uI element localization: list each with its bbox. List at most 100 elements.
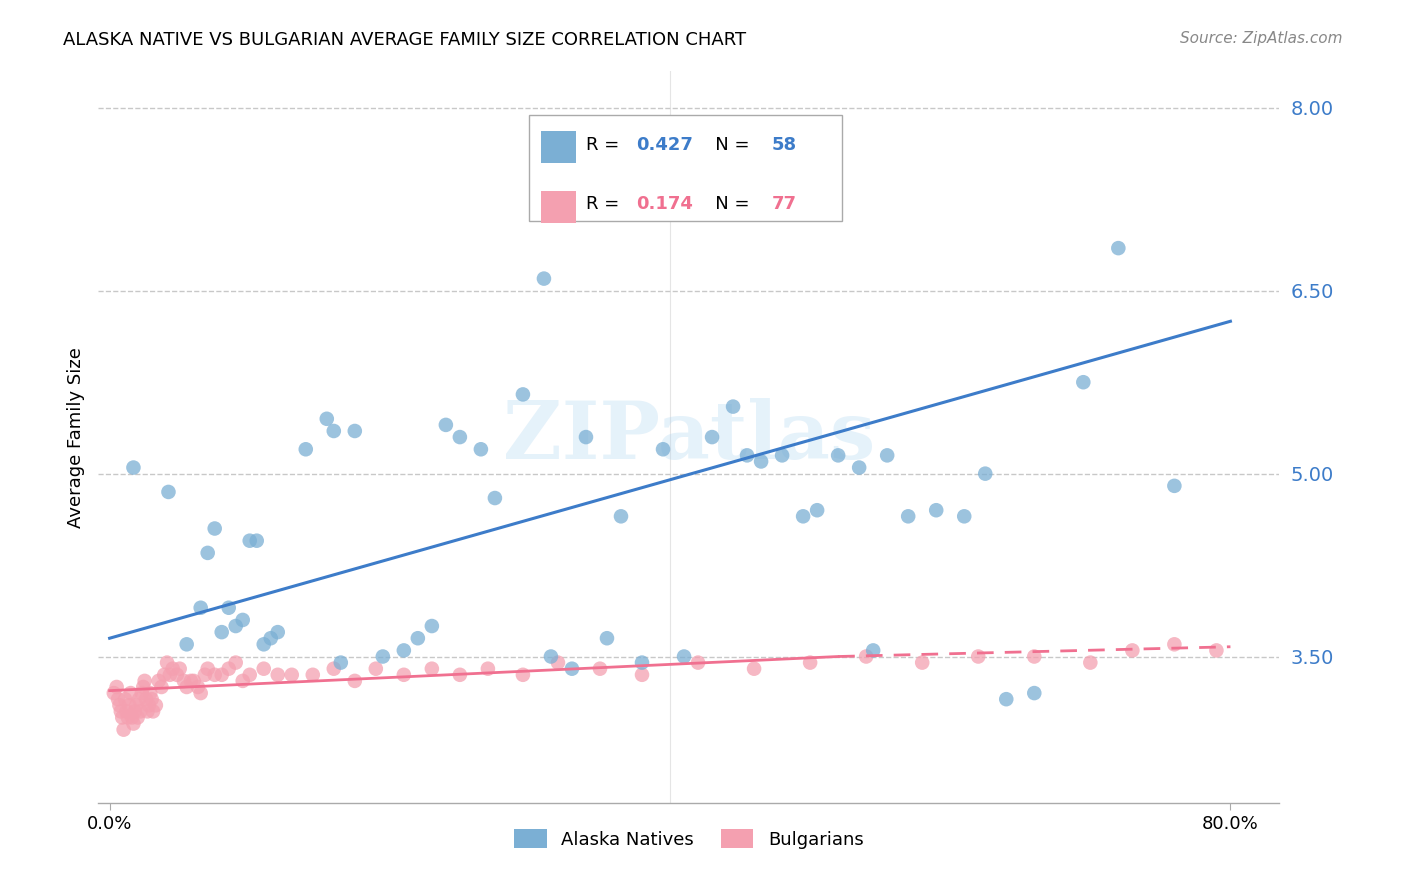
- Point: [897, 509, 920, 524]
- Point: [343, 424, 366, 438]
- Text: 0.174: 0.174: [636, 195, 693, 213]
- Point: [322, 424, 344, 438]
- Point: [392, 667, 415, 681]
- Point: [153, 667, 176, 681]
- Point: [876, 449, 898, 463]
- Point: [218, 662, 240, 676]
- Point: [470, 442, 492, 457]
- FancyBboxPatch shape: [530, 115, 842, 221]
- Text: N =: N =: [699, 195, 755, 213]
- Point: [742, 662, 765, 676]
- Point: [125, 698, 148, 713]
- Point: [120, 686, 142, 700]
- Point: [211, 667, 233, 681]
- Point: [194, 667, 217, 681]
- Point: [225, 619, 247, 633]
- Point: [1163, 479, 1185, 493]
- Point: [150, 680, 173, 694]
- Point: [135, 692, 157, 706]
- Point: [561, 662, 583, 676]
- Text: ALASKA NATIVE VS BULGARIAN AVERAGE FAMILY SIZE CORRELATION CHART: ALASKA NATIVE VS BULGARIAN AVERAGE FAMIL…: [63, 31, 747, 49]
- Point: [1121, 643, 1143, 657]
- Text: N =: N =: [699, 136, 755, 153]
- Point: [862, 643, 884, 657]
- Text: 0.427: 0.427: [636, 136, 693, 153]
- Point: [197, 662, 219, 676]
- Point: [260, 632, 283, 646]
- Point: [547, 656, 569, 670]
- Point: [533, 271, 555, 285]
- Point: [855, 649, 877, 664]
- Point: [848, 460, 870, 475]
- Point: [176, 680, 198, 694]
- Point: [1024, 686, 1046, 700]
- Point: [281, 667, 304, 681]
- Point: [129, 705, 152, 719]
- Point: [204, 521, 226, 535]
- Point: [315, 412, 337, 426]
- Point: [267, 667, 290, 681]
- Y-axis label: Average Family Size: Average Family Size: [66, 347, 84, 527]
- Point: [673, 649, 696, 664]
- Point: [141, 692, 163, 706]
- Point: [139, 686, 162, 700]
- Point: [1205, 643, 1227, 657]
- Point: [406, 632, 429, 646]
- Point: [343, 673, 366, 688]
- Point: [1163, 637, 1185, 651]
- Point: [225, 656, 247, 670]
- Point: [239, 533, 262, 548]
- FancyBboxPatch shape: [541, 130, 575, 163]
- Point: [108, 698, 131, 713]
- Point: [364, 662, 387, 676]
- Point: [329, 656, 352, 670]
- Text: 58: 58: [772, 136, 797, 153]
- Point: [136, 705, 159, 719]
- Point: [173, 673, 195, 688]
- Point: [294, 442, 316, 457]
- Point: [449, 430, 471, 444]
- Point: [434, 417, 457, 432]
- Point: [792, 509, 814, 524]
- Point: [512, 387, 534, 401]
- Point: [122, 460, 145, 475]
- Point: [477, 662, 499, 676]
- Point: [138, 698, 160, 713]
- Point: [911, 656, 934, 670]
- Point: [180, 673, 202, 688]
- Point: [1024, 649, 1046, 664]
- Point: [631, 656, 654, 670]
- Point: [148, 673, 170, 688]
- Point: [103, 686, 125, 700]
- Point: [183, 673, 205, 688]
- Point: [128, 692, 150, 706]
- Point: [253, 662, 276, 676]
- Point: [749, 454, 772, 468]
- Point: [111, 710, 134, 724]
- Point: [117, 710, 139, 724]
- Point: [232, 673, 254, 688]
- Point: [121, 710, 143, 724]
- Point: [197, 546, 219, 560]
- Point: [1078, 656, 1101, 670]
- Point: [131, 686, 153, 700]
- Point: [162, 662, 184, 676]
- Point: [166, 667, 188, 681]
- Point: [735, 449, 758, 463]
- Point: [596, 632, 619, 646]
- Point: [218, 600, 240, 615]
- Point: [132, 680, 155, 694]
- Point: [145, 698, 167, 713]
- Point: [322, 662, 344, 676]
- Point: [114, 692, 136, 706]
- Point: [211, 625, 233, 640]
- Point: [631, 667, 654, 681]
- Point: [420, 662, 443, 676]
- Point: [232, 613, 254, 627]
- Point: [721, 400, 744, 414]
- Point: [110, 705, 132, 719]
- Point: [190, 600, 212, 615]
- Point: [122, 716, 145, 731]
- Point: [142, 705, 165, 719]
- Point: [925, 503, 948, 517]
